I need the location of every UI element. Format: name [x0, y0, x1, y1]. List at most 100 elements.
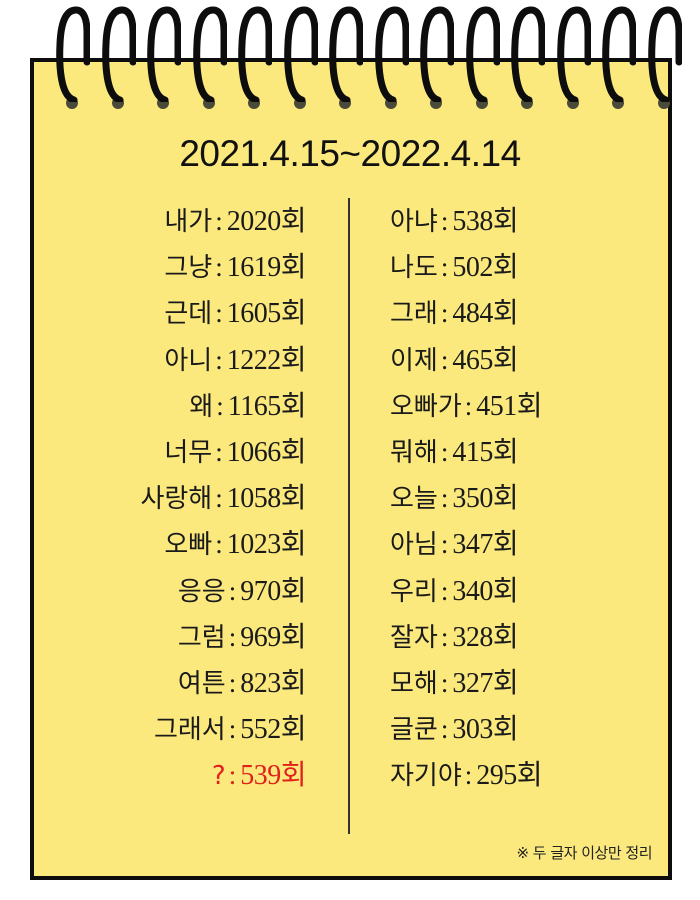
list-item: 아니:1222회: [140, 337, 306, 383]
list-item: 오빠가:451회: [390, 383, 543, 429]
count-value: 328회: [452, 621, 519, 653]
word-label: 그냥: [164, 253, 213, 284]
list-item: 응응:970회: [140, 568, 307, 614]
separator: :: [440, 575, 449, 606]
separator: :: [440, 621, 449, 652]
separator: :: [216, 390, 224, 421]
list-item: 왜:1165회: [140, 383, 306, 429]
list-item: 모해:327회: [390, 660, 542, 706]
list-item: 오늘:350회: [390, 475, 542, 521]
separator: :: [215, 298, 223, 329]
word-label: 나도: [390, 253, 438, 284]
binding-ring: [238, 6, 272, 102]
separator: :: [440, 206, 449, 236]
list-item: 글쿤:303회: [390, 706, 542, 752]
word-label: 잘자: [390, 622, 438, 653]
count-value: 1605회: [226, 298, 307, 330]
list-item: 우리:340회: [390, 568, 542, 614]
page-title: 2021.4.15~2022.4.14: [179, 133, 521, 174]
word-label: 응응: [177, 576, 226, 607]
list-item: 그럼:969회: [140, 614, 307, 660]
list-item: ?:539회: [140, 752, 307, 798]
separator: :: [228, 714, 237, 745]
count-value: 2020회: [226, 206, 307, 237]
separator: :: [440, 529, 449, 560]
word-label: 이제: [390, 345, 438, 376]
count-value: 539회: [240, 760, 306, 792]
notepad-page: [30, 58, 672, 880]
count-value: 340회: [452, 575, 519, 607]
count-value: 969회: [240, 621, 306, 653]
list-item: 너무:1066회: [140, 429, 306, 475]
word-label: 오빠: [164, 530, 213, 561]
list-item: 근데:1605회: [140, 290, 306, 336]
list-item: 그냥:1619회: [140, 244, 306, 290]
word-label: 사랑해: [140, 484, 213, 515]
separator: :: [440, 298, 449, 329]
word-label: 그럼: [177, 622, 226, 653]
count-value: 295회: [476, 760, 543, 792]
count-value: 347회: [452, 529, 519, 561]
separator: :: [440, 344, 449, 375]
binding-ring: [374, 6, 409, 102]
list-item: 그래:484회: [390, 290, 542, 336]
binding-ring: [283, 6, 318, 102]
separator: :: [440, 667, 449, 698]
binding-ring: [56, 6, 90, 102]
word-label: 여튼: [177, 668, 226, 699]
word-label: 자기야: [390, 761, 462, 792]
count-value: 465회: [452, 344, 519, 376]
word-label: 아니: [164, 345, 213, 376]
word-label: 왜: [189, 391, 214, 422]
list-item: 사랑해:1058회: [140, 475, 306, 521]
word-label: 그래: [390, 299, 438, 330]
separator: :: [440, 252, 449, 283]
list-item: 아냐:538회: [390, 198, 542, 244]
word-label: 아냐: [390, 207, 438, 237]
list-item: 오빠:1023회: [140, 521, 306, 567]
separator: :: [215, 436, 223, 467]
separator: :: [440, 714, 449, 745]
separator: :: [440, 436, 449, 467]
count-value: 1222회: [226, 344, 307, 376]
list-item: 내가:2020회: [140, 198, 306, 244]
word-label: 뭐해: [390, 437, 438, 468]
left-word-list: 내가:2020회 그냥:1619회 근데:1605회 아니:1222회 왜:1165회 너…: [140, 198, 306, 798]
binding-ring: [329, 6, 363, 102]
separator: :: [464, 390, 473, 421]
count-value: 350회: [452, 483, 519, 515]
count-value: 484회: [452, 298, 519, 330]
list-item: 나도:502회: [390, 244, 542, 290]
separator: :: [440, 483, 449, 514]
separator: :: [228, 575, 237, 606]
count-value: 538회: [452, 206, 519, 237]
separator: :: [228, 621, 237, 652]
list-item: 아님:347회: [390, 521, 542, 567]
word-label: 우리: [390, 576, 438, 607]
separator: :: [228, 667, 237, 698]
list-item: 여튼:823회: [140, 660, 307, 706]
count-value: 1058회: [226, 483, 307, 515]
binding-ring: [192, 6, 227, 102]
count-value: 1165회: [227, 390, 307, 422]
list-item: 잘자:328회: [390, 614, 542, 660]
word-label: ?: [211, 761, 226, 792]
word-label: 근데: [164, 299, 213, 330]
column-divider: [348, 198, 350, 834]
list-item: 뭐해:415회: [390, 429, 542, 475]
word-label: 글쿤: [390, 715, 438, 746]
separator: :: [215, 252, 223, 283]
word-label: 오빠가: [390, 391, 462, 422]
word-label: 너무: [164, 437, 213, 468]
separator: :: [215, 529, 223, 560]
word-label: 오늘: [390, 484, 438, 515]
list-item: 이제:465회: [390, 337, 542, 383]
right-word-list: 아냐:538회 나도:502회 그래:484회 이제:465회 오빠가:451회 뭐해:4…: [390, 198, 543, 798]
count-value: 823회: [240, 667, 306, 699]
footnote: ※ 두 글자 이상만 정리: [516, 844, 652, 862]
word-label: 아님: [390, 530, 438, 561]
word-label: 그래서: [153, 715, 226, 746]
count-value: 1619회: [226, 252, 307, 284]
binding-ring: [647, 6, 682, 102]
count-value: 552회: [240, 714, 306, 746]
